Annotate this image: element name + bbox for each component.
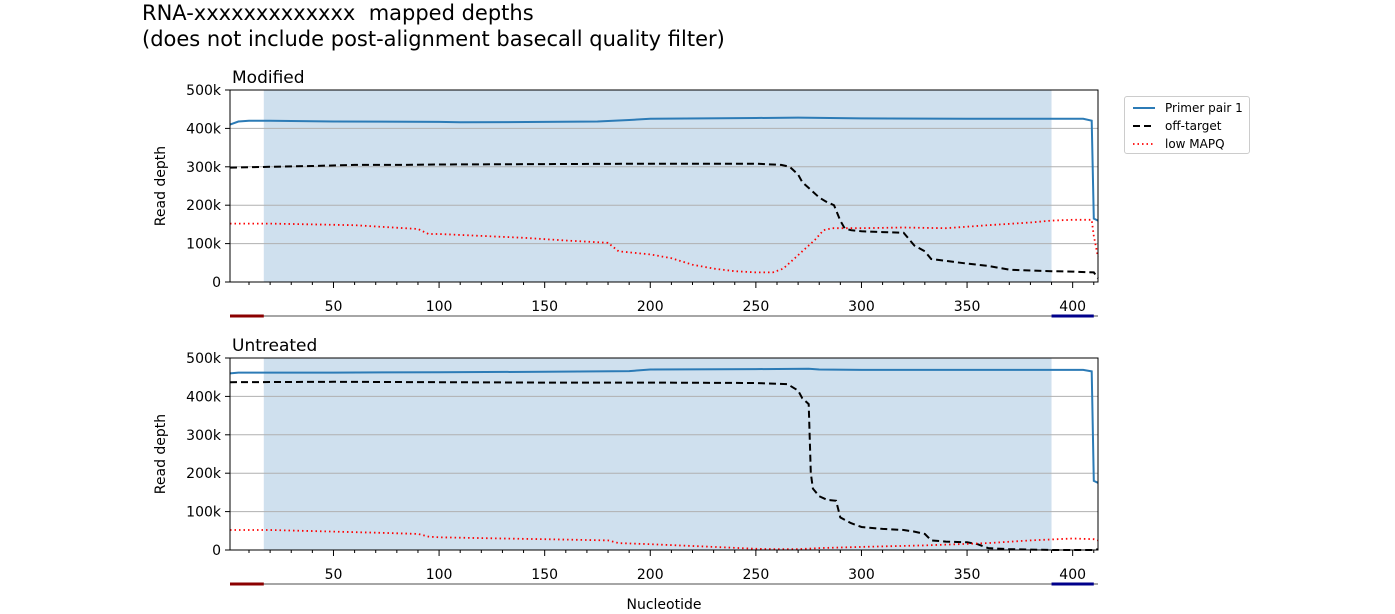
series-off-target — [229, 162, 1099, 279]
series-primer-pair-1 — [229, 367, 1099, 484]
legend-item-lowmapq: low MAPQ — [1133, 136, 1225, 152]
y-tick-label: 300k — [186, 428, 222, 444]
chart-legend: Primer pair 1 off-target low MAPQ — [1124, 96, 1250, 154]
y-tick-label: 400k — [186, 389, 222, 405]
series-off-target — [229, 380, 1099, 551]
x-tick-label: 150 — [531, 567, 558, 583]
panel-modified: Modified Read depth 0 100k 200k 300k 400k 500… — [153, 68, 1099, 318]
y-tick-label: 100k — [186, 505, 222, 521]
legend-item-offtarget: off-target — [1133, 118, 1221, 134]
y-tick-label: 200k — [186, 466, 222, 482]
legend-label: Primer pair 1 — [1165, 101, 1243, 115]
x-tick-label: 50 — [325, 567, 343, 583]
x-tick-label: 100 — [426, 567, 453, 583]
series-low-mapq — [230, 218, 1099, 274]
y-tick-label: 500k — [186, 351, 222, 367]
y-tick-label: 0 — [212, 543, 221, 559]
series-low-mapq — [230, 529, 1099, 551]
y-tick-label: 200k — [186, 198, 222, 214]
x-tick-label: 150 — [531, 299, 558, 315]
legend-swatch-dotted — [1133, 143, 1155, 145]
x-tick-label: 100 — [426, 299, 453, 315]
x-tick-label: 350 — [954, 567, 981, 583]
plot-frame — [229, 89, 1099, 283]
legend-swatch-dashed — [1133, 125, 1155, 127]
x-tick-label: 300 — [848, 299, 875, 315]
x-tick-label: 200 — [637, 567, 664, 583]
panel-untreated: Untreated Read depth 0 100k 200k 300k 400k 50… — [153, 336, 1099, 586]
y-axis-label: Read depth — [153, 146, 169, 226]
legend-swatch-solid — [1133, 107, 1155, 109]
panel-title-untreated: Untreated — [232, 336, 317, 356]
legend-label: off-target — [1165, 119, 1222, 133]
y-axis-label: Read depth — [153, 414, 169, 494]
amplicon-region — [263, 358, 1052, 550]
x-tick-label: 200 — [637, 299, 664, 315]
plot-frame — [229, 357, 1099, 551]
x-tick-label: 400 — [1059, 299, 1086, 315]
y-tick-label: 300k — [186, 160, 222, 176]
x-tick-label: 250 — [743, 567, 770, 583]
y-tick-label: 0 — [212, 275, 221, 291]
x-tick-label: 350 — [954, 299, 981, 315]
y-tick-label: 100k — [186, 237, 222, 253]
y-tick-label: 500k — [186, 83, 222, 99]
chart-subtitle: (does not include post-alignment basecal… — [142, 27, 725, 51]
legend-label: low MAPQ — [1165, 137, 1225, 151]
x-tick-label: 250 — [743, 299, 770, 315]
x-tick-label: 300 — [848, 567, 875, 583]
x-tick-label: 400 — [1059, 567, 1086, 583]
panel-title-modified: Modified — [232, 68, 305, 88]
legend-item-primer: Primer pair 1 — [1133, 100, 1243, 116]
x-axis-label: Nucleotide — [627, 597, 702, 613]
x-tick-label: 50 — [325, 299, 343, 315]
chart-title: RNA-xxxxxxxxxxxxx mapped depths — [142, 1, 534, 25]
y-tick-label: 400k — [186, 121, 222, 137]
series-primer-pair-1 — [229, 116, 1099, 222]
